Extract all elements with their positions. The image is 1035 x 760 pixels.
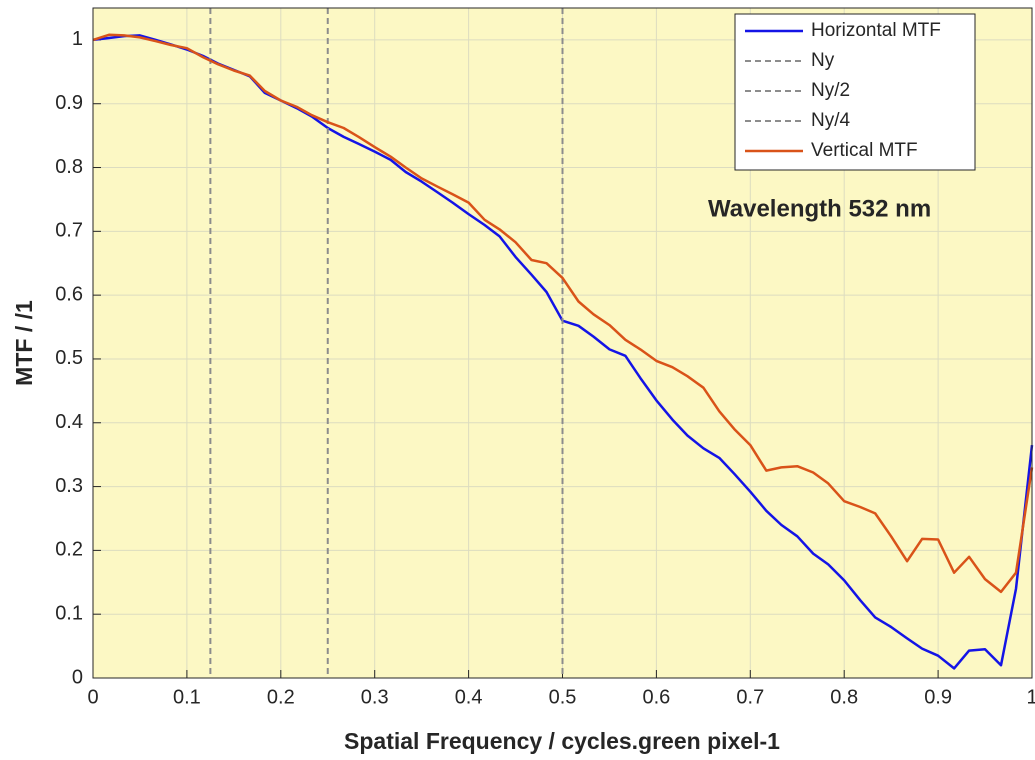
legend-label: Ny	[811, 50, 835, 71]
legend-label: Horizontal MTF	[811, 20, 941, 41]
x-tick-label: 0	[87, 686, 98, 708]
x-tick-label: 0.8	[830, 686, 858, 708]
y-tick-label: 0.4	[55, 411, 83, 433]
y-tick-label: 1	[72, 28, 83, 50]
y-tick-label: 0.6	[55, 283, 83, 305]
y-tick-label: 0.8	[55, 156, 83, 178]
y-tick-label: 0.1	[55, 602, 83, 624]
y-tick-label: 0.9	[55, 92, 83, 114]
x-axis-label: Spatial Frequency / cycles.green pixel-1	[344, 728, 780, 754]
x-tick-label: 0.3	[361, 686, 389, 708]
x-tick-label: 0.4	[455, 686, 483, 708]
x-tick-label: 0.1	[173, 686, 201, 708]
legend-label: Vertical MTF	[811, 140, 918, 161]
annotation: Wavelength 532 nm	[708, 195, 931, 222]
x-tick-label: 0.6	[642, 686, 670, 708]
y-tick-label: 0.7	[55, 220, 83, 242]
y-axis-label: MTF / /1	[11, 300, 37, 386]
y-tick-label: 0	[72, 666, 83, 688]
line-series	[92, 33, 1034, 594]
x-tick-label: 0.2	[267, 686, 295, 708]
x-tick-label: 0.7	[736, 686, 764, 708]
x-tick-label: 1	[1026, 686, 1035, 708]
y-tick-label: 0.3	[55, 475, 83, 497]
x-tick-label: 0.5	[549, 686, 577, 708]
x-tick-label: 0.9	[924, 686, 952, 708]
legend-label: Ny/4	[811, 110, 851, 131]
y-tick-label: 0.2	[55, 539, 83, 561]
axes-frame	[92, 7, 1033, 679]
y-tick-label: 0.5	[55, 347, 83, 369]
legend-label: Ny/2	[811, 80, 850, 101]
